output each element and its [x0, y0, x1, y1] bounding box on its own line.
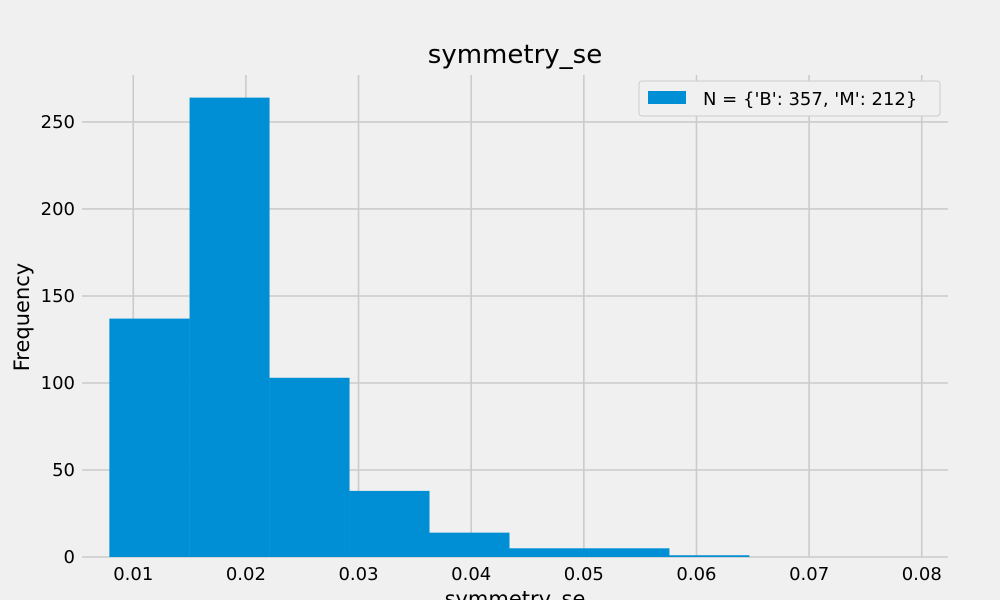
- legend-frame: [638, 80, 941, 117]
- x-tick-label: 0.06: [676, 564, 716, 585]
- legend-label: N = {'B': 357, 'M': 212}: [703, 89, 917, 110]
- y-tick-label: 200: [41, 199, 75, 220]
- y-axis-label: Frequency: [10, 263, 34, 372]
- histogram-bar: [109, 318, 190, 557]
- histogram-bar: [429, 532, 510, 557]
- x-tick-label: 0.07: [789, 564, 829, 585]
- legend: N = {'B': 357, 'M': 212}: [638, 80, 941, 117]
- histogram-bar: [349, 490, 430, 557]
- x-tick-label: 0.02: [226, 564, 266, 585]
- x-axis-label: symmetry_se: [445, 587, 586, 600]
- x-axis-ticks: 0.01 0.02 0.03 0.04 0.05 0.06 0.07 0.08: [113, 564, 942, 585]
- x-tick-label: 0.01: [113, 564, 153, 585]
- histogram-bar: [589, 548, 670, 557]
- y-axis-ticks: 0 50 100 150 200 250: [41, 112, 75, 568]
- x-tick-label: 0.08: [902, 564, 942, 585]
- y-tick-label: 150: [41, 286, 75, 307]
- x-tick-label: 0.04: [451, 564, 491, 585]
- histogram-bar: [669, 555, 750, 557]
- histogram-bar: [189, 97, 270, 557]
- legend-swatch: [648, 91, 686, 104]
- histogram-bars: [109, 97, 750, 557]
- y-tick-label: 250: [41, 112, 75, 133]
- chart-title: symmetry_se: [428, 40, 602, 70]
- y-tick-label: 100: [41, 373, 75, 394]
- x-tick-label: 0.05: [564, 564, 604, 585]
- histogram-bar: [269, 377, 350, 557]
- y-tick-label: 0: [64, 547, 75, 568]
- histogram-bar: [509, 548, 590, 557]
- x-tick-label: 0.03: [338, 564, 378, 585]
- y-tick-label: 50: [52, 460, 75, 481]
